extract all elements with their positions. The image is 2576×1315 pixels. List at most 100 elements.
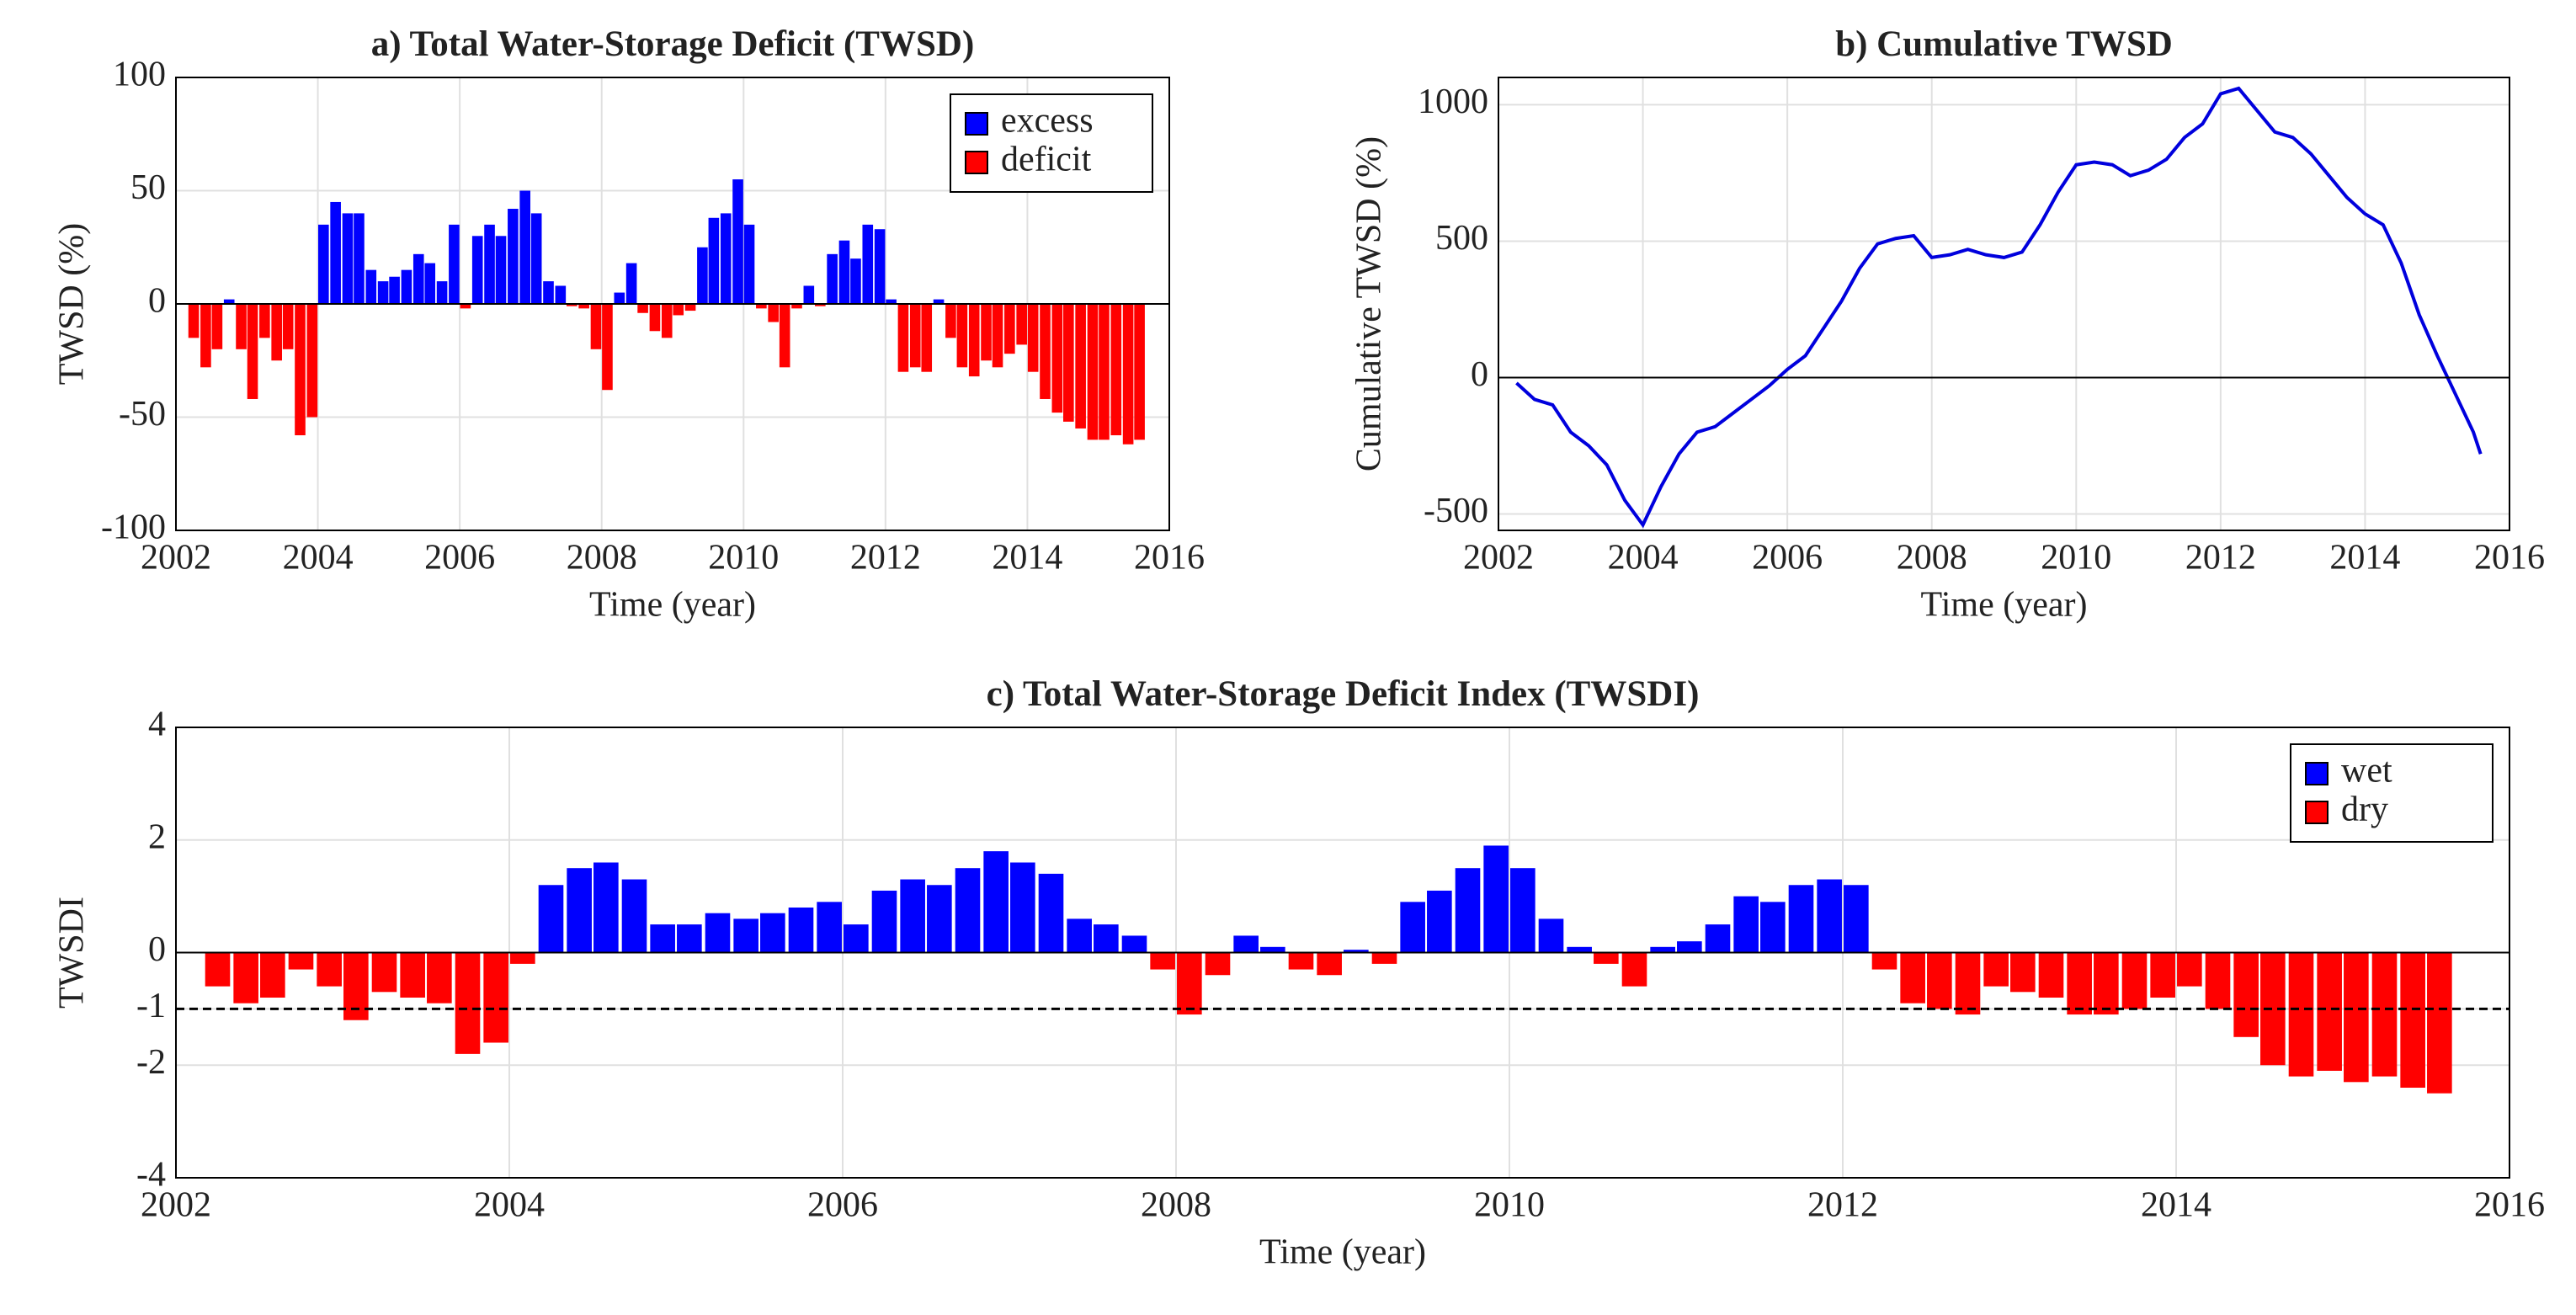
y-tick-label: -100 xyxy=(101,508,166,547)
bar xyxy=(874,229,886,304)
y-tick-label: -4 xyxy=(136,1156,166,1195)
x-axis-label: Time (year) xyxy=(589,586,756,625)
legend-swatch xyxy=(965,112,988,136)
bar xyxy=(593,862,619,953)
bar xyxy=(1621,952,1647,987)
bar xyxy=(697,247,708,304)
legend-box xyxy=(2290,743,2494,843)
bar xyxy=(223,299,235,304)
bar xyxy=(543,281,554,304)
bar xyxy=(365,269,377,304)
bar xyxy=(288,952,314,970)
bar xyxy=(1010,862,1035,953)
bar xyxy=(886,299,897,304)
bar xyxy=(1844,885,1869,953)
bar xyxy=(538,885,564,953)
y-tick-label: -500 xyxy=(1424,492,1488,530)
bar xyxy=(1983,952,2009,987)
bar xyxy=(844,924,869,953)
bar xyxy=(1900,952,1925,1004)
bar xyxy=(377,281,389,304)
legend-swatch xyxy=(965,151,988,174)
bar xyxy=(900,879,925,953)
y-axis-label: Cumulative TWSD (%) xyxy=(1350,136,1389,471)
bar xyxy=(614,292,625,304)
bar xyxy=(1371,952,1397,964)
bar xyxy=(1233,935,1259,953)
bar xyxy=(983,851,1009,953)
y-axis-label: TWSD (%) xyxy=(53,223,92,385)
bar xyxy=(788,908,814,953)
y-tick-label: 50 xyxy=(130,168,166,207)
x-tick-label: 2008 xyxy=(567,539,637,578)
bar xyxy=(1344,950,1369,953)
x-tick-label: 2010 xyxy=(708,539,779,578)
bar xyxy=(933,299,945,304)
y-axis-label: TWSDI xyxy=(53,897,92,1009)
bar xyxy=(260,952,285,998)
bar xyxy=(1677,941,1702,953)
bar xyxy=(2400,952,2425,1088)
bar xyxy=(677,924,702,953)
bar xyxy=(1538,918,1564,953)
bar xyxy=(779,304,790,368)
bar xyxy=(2344,952,2369,1083)
x-tick-label: 2012 xyxy=(2185,539,2256,578)
bar xyxy=(1455,868,1481,953)
bar xyxy=(436,281,448,304)
bar xyxy=(817,902,842,953)
bar xyxy=(992,304,1003,368)
y-tick-label: 0 xyxy=(1471,355,1488,394)
bar xyxy=(1099,304,1110,440)
plot-area xyxy=(1498,77,2509,530)
bar xyxy=(510,952,535,964)
bar xyxy=(271,304,282,361)
bar xyxy=(2150,952,2175,998)
bar xyxy=(955,868,981,953)
bar xyxy=(1567,946,1592,953)
x-tick-label: 2014 xyxy=(992,539,1062,578)
bar xyxy=(460,304,471,309)
bar xyxy=(205,952,231,987)
bar xyxy=(650,924,675,953)
bar xyxy=(661,304,673,338)
bar xyxy=(927,885,952,953)
bar xyxy=(684,304,696,311)
bar xyxy=(1955,952,1981,1015)
bar xyxy=(625,263,637,304)
y-tick-label: -2 xyxy=(136,1043,166,1082)
bar xyxy=(282,304,294,349)
bar xyxy=(247,304,258,399)
bar xyxy=(427,952,452,1004)
bar xyxy=(1094,924,1119,953)
bar xyxy=(2010,952,2036,993)
bar xyxy=(2094,952,2119,1015)
bar xyxy=(733,918,758,953)
bar xyxy=(921,304,933,372)
legend-box xyxy=(950,93,1153,193)
bar xyxy=(791,304,802,309)
bar xyxy=(1040,304,1051,399)
bar xyxy=(495,236,507,304)
bar xyxy=(1016,304,1027,345)
bar xyxy=(803,285,815,304)
bar xyxy=(1871,952,1897,970)
legend-swatch xyxy=(2305,801,2329,824)
bar xyxy=(2177,952,2202,987)
bar xyxy=(555,285,567,304)
bar xyxy=(2288,952,2314,1077)
bar xyxy=(259,304,270,338)
bar xyxy=(317,952,342,987)
bar xyxy=(2317,952,2342,1071)
y-tick-label: 2 xyxy=(148,817,166,856)
x-tick-label: 2004 xyxy=(1608,539,1679,578)
bar xyxy=(1075,304,1086,429)
bar xyxy=(602,304,613,391)
bar xyxy=(815,304,826,306)
bar xyxy=(1760,902,1786,953)
legend-swatch xyxy=(2305,762,2329,785)
legend-label: wet xyxy=(2341,752,2392,791)
bar xyxy=(188,304,200,338)
bar xyxy=(956,304,968,368)
